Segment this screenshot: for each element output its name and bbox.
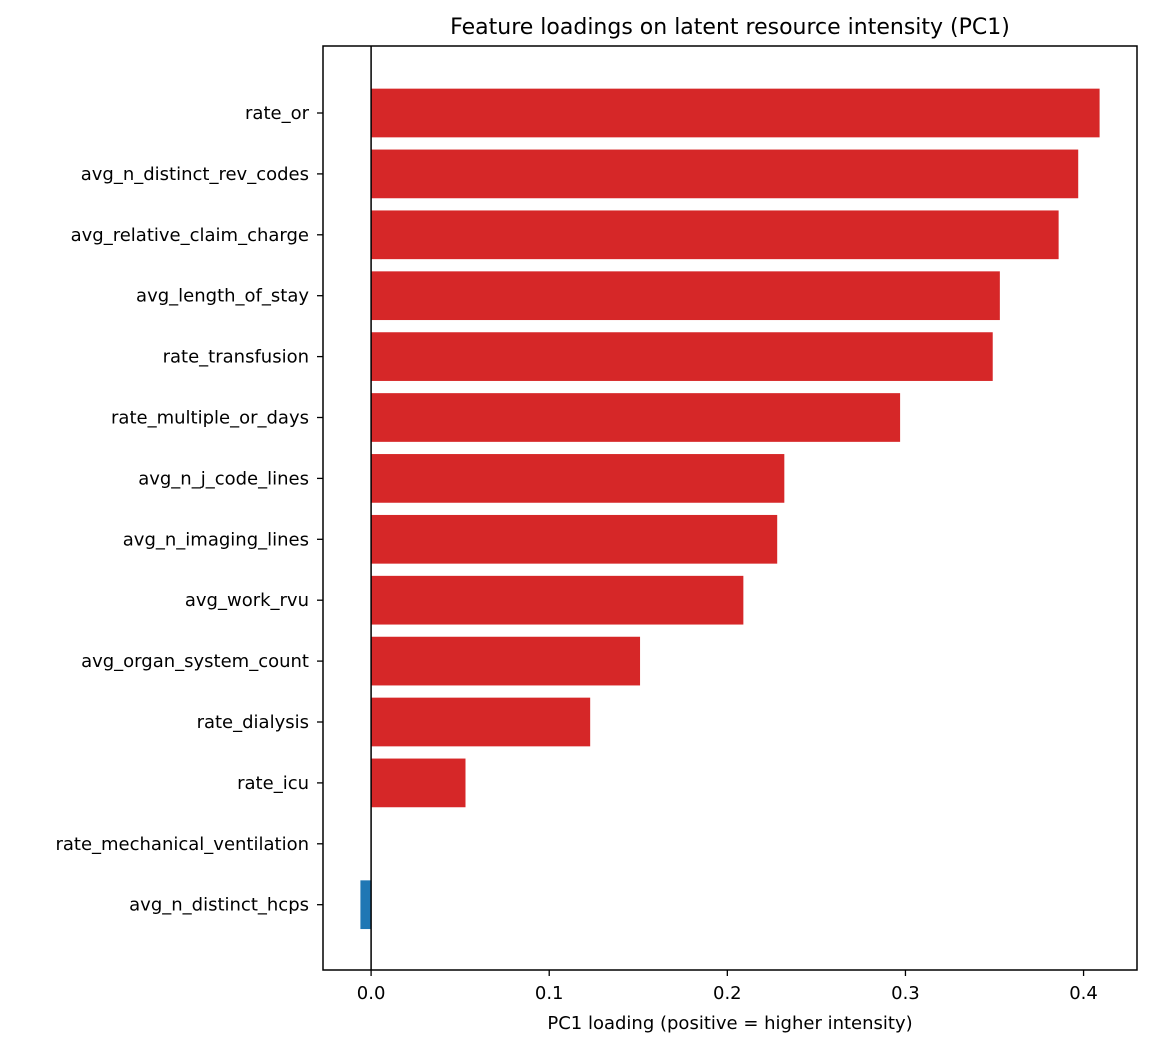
- bar-avg_length_of_stay: [371, 271, 1000, 321]
- bar-rate_transfusion: [371, 332, 993, 381]
- bar-avg_relative_claim_charge: [371, 210, 1059, 260]
- x-tick-label: 0.1: [535, 983, 564, 1004]
- chart-title: Feature loadings on latent resource inte…: [450, 15, 1010, 40]
- y-tick-label: avg_organ_system_count: [81, 651, 309, 672]
- plot-frame: [322, 45, 1138, 971]
- x-axis-label: PC1 loading (positive = higher intensity…: [547, 1013, 912, 1034]
- y-tick-label: avg_length_of_stay: [136, 286, 309, 307]
- y-tick-label: rate_dialysis: [197, 712, 309, 733]
- bar-avg_n_distinct_rev_codes: [371, 149, 1079, 199]
- bar-rate_multiple_or_days: [371, 393, 901, 442]
- x-tick-label: 0.3: [891, 983, 920, 1004]
- bar-avg_work_rvu: [371, 575, 744, 625]
- y-tick-label: avg_relative_claim_charge: [71, 225, 309, 246]
- y-tick-label: avg_n_j_code_lines: [138, 468, 309, 489]
- x-tick-label: 0.2: [713, 983, 742, 1004]
- bar-rate_or: [371, 88, 1100, 138]
- y-tick-label: avg_n_distinct_rev_codes: [81, 164, 309, 185]
- y-tick-label: rate_multiple_or_days: [111, 408, 309, 429]
- x-tick-label: 0.0: [357, 983, 386, 1004]
- y-tick-label: avg_n_imaging_lines: [123, 529, 309, 550]
- y-tick-label: rate_or: [245, 103, 310, 124]
- bar-rate_dialysis: [371, 697, 591, 747]
- y-tick-label: avg_work_rvu: [185, 590, 309, 611]
- y-tick-label: avg_n_distinct_hcps: [129, 895, 309, 916]
- y-tick-label: rate_transfusion: [163, 347, 309, 368]
- bar-avg_n_imaging_lines: [371, 514, 778, 564]
- bar-avg_organ_system_count: [371, 636, 641, 686]
- bar-avg_n_j_code_lines: [371, 454, 785, 503]
- bar-avg_n_distinct_hcps: [360, 880, 372, 930]
- x-tick-label: 0.4: [1069, 983, 1098, 1004]
- y-tick-label: rate_mechanical_ventilation: [55, 834, 309, 855]
- y-tick-label: rate_icu: [237, 773, 309, 794]
- bar-rate_icu: [371, 758, 466, 808]
